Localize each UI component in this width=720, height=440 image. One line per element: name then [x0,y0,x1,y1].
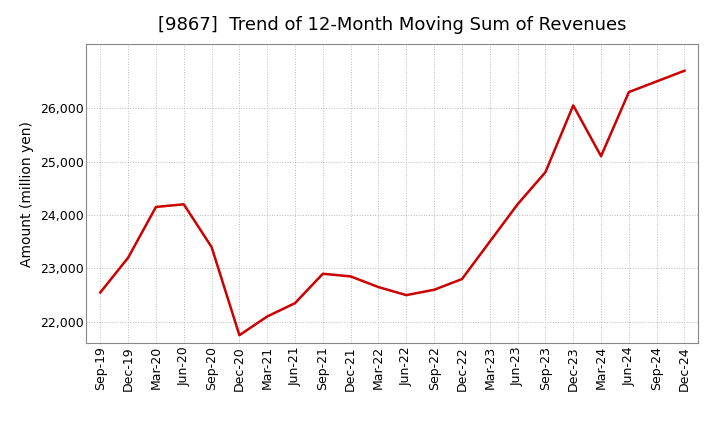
Title: [9867]  Trend of 12-Month Moving Sum of Revenues: [9867] Trend of 12-Month Moving Sum of R… [158,16,626,34]
Y-axis label: Amount (million yen): Amount (million yen) [20,121,34,267]
